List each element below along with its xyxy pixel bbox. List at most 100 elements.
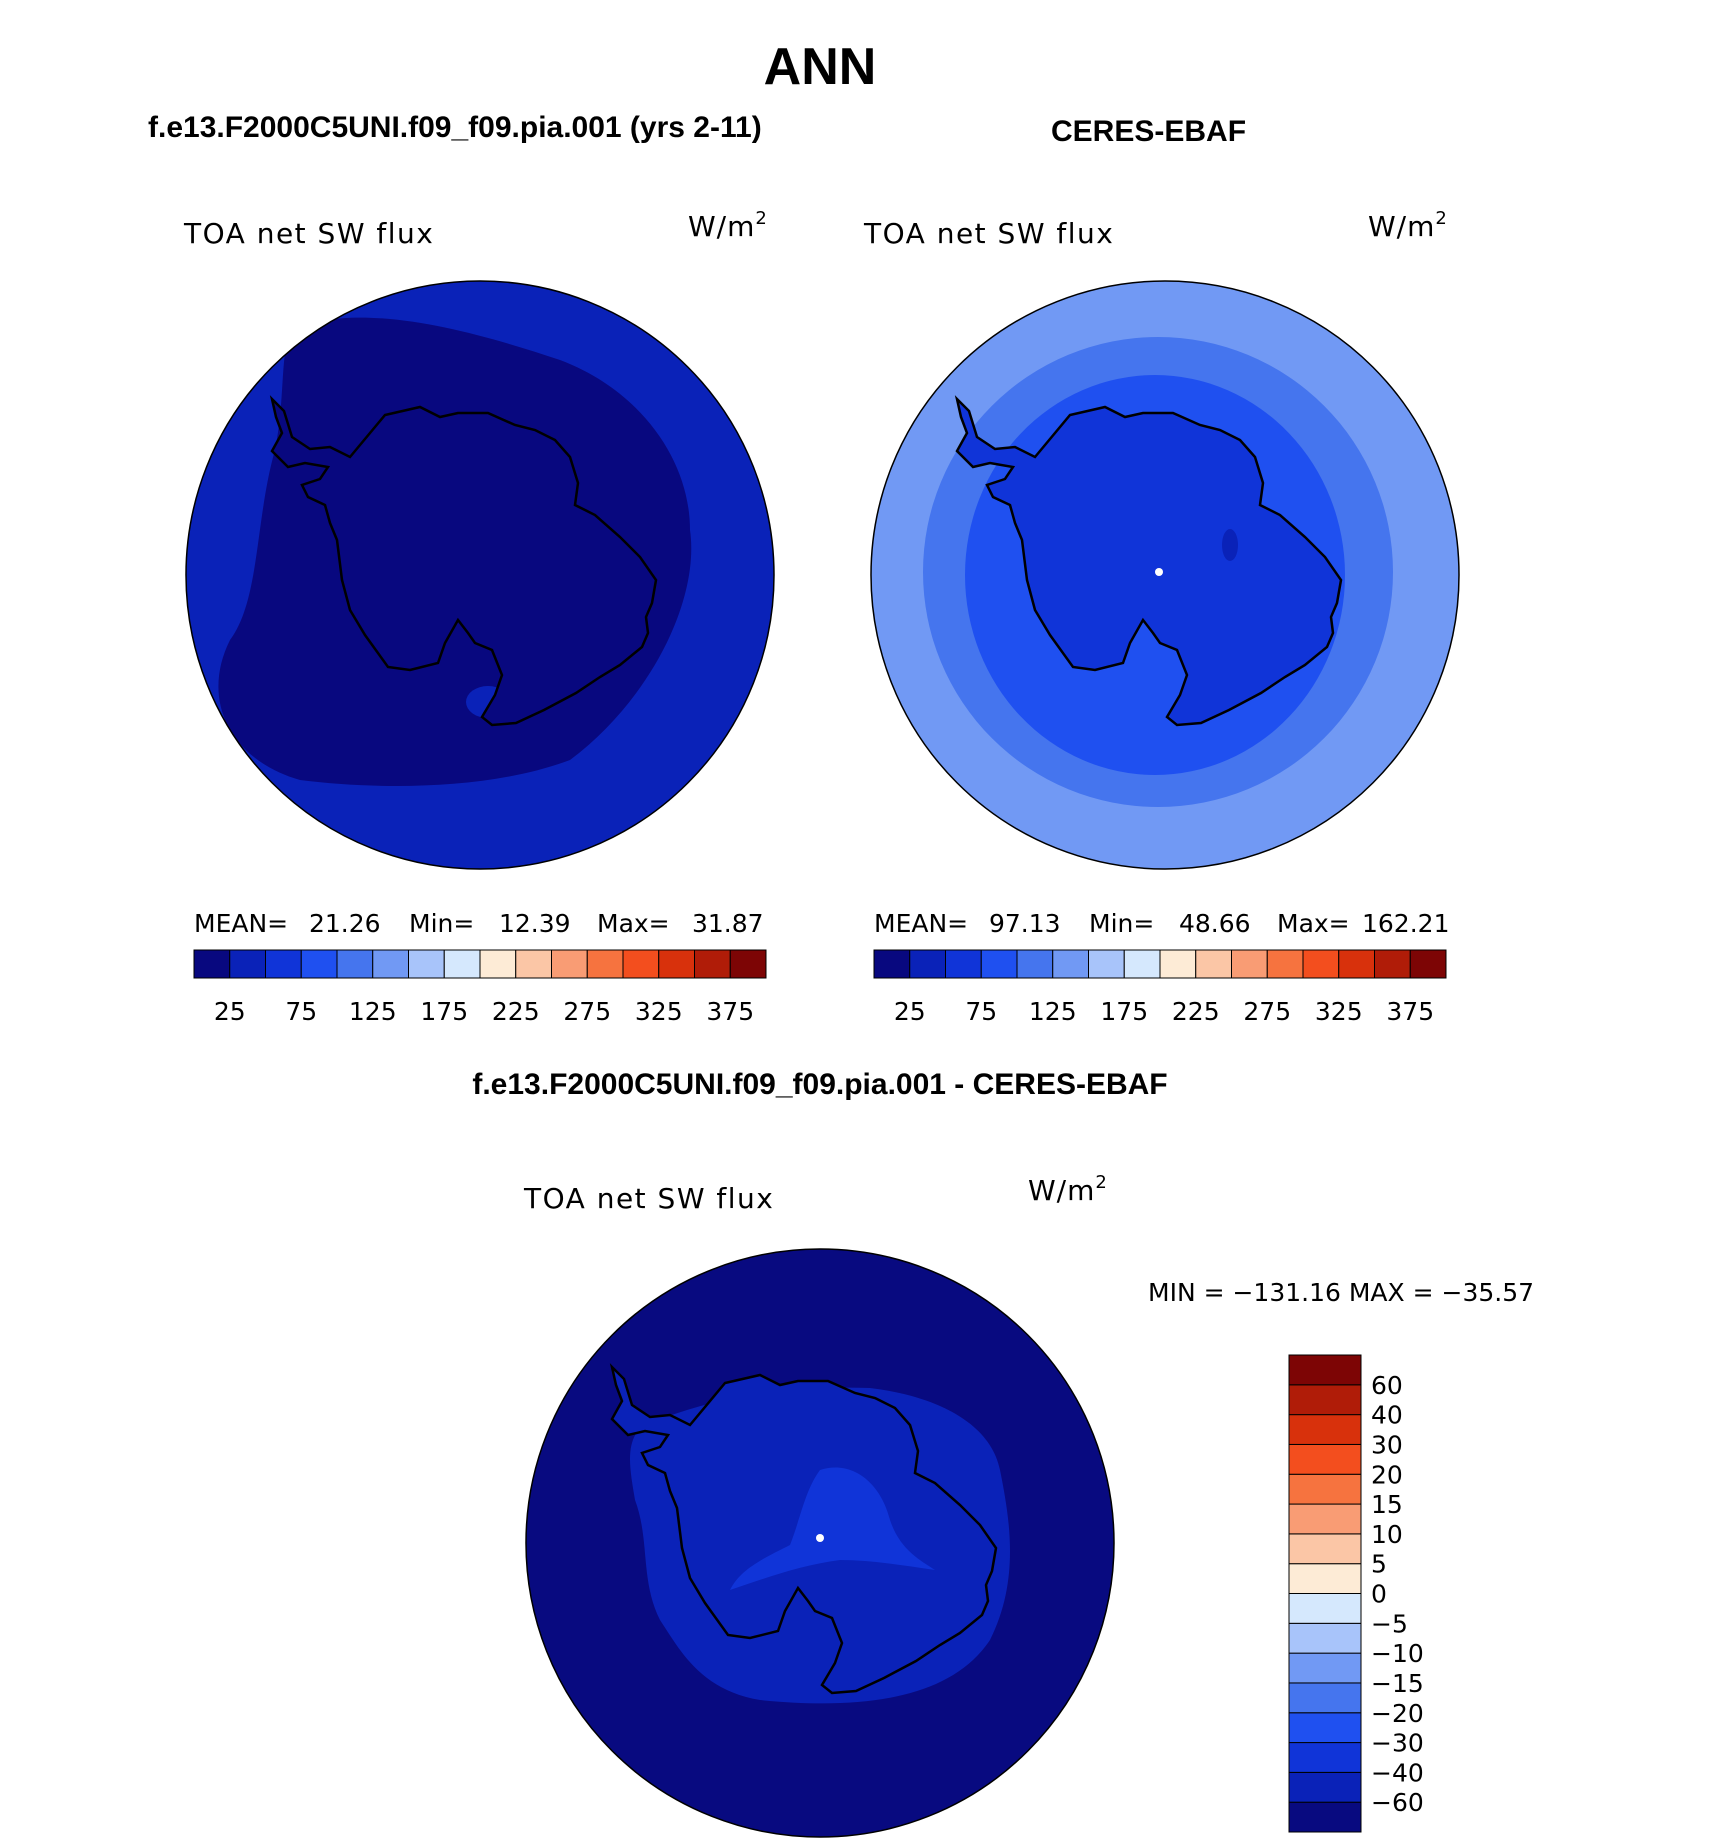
colorbar-swatch <box>372 949 409 979</box>
colorbar-tick-label: 30 <box>1371 1430 1403 1459</box>
colorbar-swatch <box>1288 1771 1362 1803</box>
colorbar-swatch <box>1159 949 1197 979</box>
panel1-max-label: Max= <box>597 909 670 938</box>
colorbar-tick-label: 0 <box>1371 1580 1387 1609</box>
panel2-map <box>871 281 1459 869</box>
panel2-max-value: 162.21 <box>1362 909 1449 938</box>
panel2-max-label: Max= <box>1277 909 1350 938</box>
colorbar-tick-label: 60 <box>1371 1371 1403 1400</box>
colorbar-swatch <box>1288 1533 1362 1565</box>
panel1: TOA net SW flux W/m2 MEAN= 21.26 Min= 12… <box>183 208 775 1026</box>
colorbar-tick-label: 125 <box>349 997 397 1026</box>
colorbar-swatch <box>1288 1712 1362 1744</box>
panel1-max-value: 31.87 <box>692 909 764 938</box>
colorbar-swatch <box>1088 949 1125 979</box>
colorbar-tick-label: 25 <box>214 997 246 1026</box>
panel1-stats: MEAN= 21.26 Min= 12.39 Max= 31.87 <box>194 909 764 938</box>
colorbar-swatch <box>1288 1443 1362 1475</box>
colorbar-tick-label: −5 <box>1371 1609 1408 1638</box>
panel1-mean-value: 21.26 <box>309 909 381 938</box>
colorbar-swatch <box>980 949 1018 979</box>
panel2-map-outline <box>870 280 1460 870</box>
colorbar-swatch <box>873 949 911 979</box>
colorbar-swatch <box>1266 949 1304 979</box>
colorbar-swatch <box>1374 949 1411 979</box>
colorbar-swatch <box>586 949 624 979</box>
colorbar-swatch <box>1409 949 1447 979</box>
colorbar-swatch <box>229 949 266 979</box>
colorbar-swatch <box>1288 1384 1362 1416</box>
panel1-map <box>186 281 774 869</box>
colorbar-swatch <box>694 949 731 979</box>
colorbar-swatch <box>1288 1503 1362 1535</box>
colorbar-tick-label: 20 <box>1371 1460 1403 1489</box>
colorbar-tick-label: 5 <box>1371 1550 1387 1579</box>
colorbar-tick-label: 10 <box>1371 1520 1403 1549</box>
colorbar-swatch <box>1288 1622 1362 1654</box>
colorbar-swatch <box>1288 1473 1362 1505</box>
panel2-min-label: Min= <box>1089 909 1154 938</box>
panel3: TOA net SW flux W/m2 MIN = −131.16 MAX =… <box>523 1172 1534 1838</box>
panel3-map-outline <box>525 1248 1115 1838</box>
colorbar-tick-label: 15 <box>1371 1490 1403 1519</box>
colorbar-tick-label: −60 <box>1371 1788 1424 1817</box>
panel1-min-label: Min= <box>409 909 474 938</box>
colorbar-swatch <box>945 949 982 979</box>
colorbar-swatch <box>300 949 338 979</box>
colorbar-swatch <box>1288 1801 1362 1833</box>
colorbar-swatch <box>515 949 552 979</box>
colorbar-tick-label: 225 <box>1172 997 1220 1026</box>
colorbar-swatch <box>1231 949 1268 979</box>
colorbar-tick-label: 375 <box>1386 997 1434 1026</box>
colorbar-swatch <box>1288 1652 1362 1684</box>
colorbar-swatch <box>1052 949 1089 979</box>
colorbar-tick-label: 225 <box>492 997 540 1026</box>
diff-title: f.e13.F2000C5UNI.f09_f09.pia.001 - CERES… <box>472 1068 1167 1101</box>
colorbar-swatch <box>265 949 302 979</box>
colorbar-swatch <box>1288 1593 1362 1624</box>
colorbar-tick-label: 325 <box>1315 997 1363 1026</box>
figure-title: ANN <box>764 38 877 96</box>
colorbar-swatch <box>729 949 767 979</box>
colorbar-swatch <box>1302 949 1340 979</box>
colorbar-tick-label: 25 <box>894 997 926 1026</box>
colorbar-swatch <box>658 949 695 979</box>
panel2-units-label: W/m2 <box>1368 208 1448 243</box>
colorbar-tick-label: 75 <box>285 997 317 1026</box>
panel1-variable-label: TOA net SW flux <box>183 217 434 250</box>
colorbar-swatch <box>1288 1414 1362 1445</box>
panel3-interior-patch <box>730 1467 935 1590</box>
colorbar-tick-label: −40 <box>1371 1758 1424 1787</box>
colorbar-tick-label: 125 <box>1029 997 1077 1026</box>
panel1-units-label: W/m2 <box>688 208 768 243</box>
colorbar-swatch <box>1288 1682 1362 1714</box>
colorbar-tick-label: 75 <box>965 997 997 1026</box>
colorbar-swatch <box>909 949 946 979</box>
colorbar-tick-label: 275 <box>1243 997 1291 1026</box>
colorbar-swatch <box>1288 1563 1362 1594</box>
colorbar-tick-label: −10 <box>1371 1639 1424 1668</box>
colorbar-tick-label: −20 <box>1371 1699 1424 1728</box>
panel3-map <box>526 1249 1114 1837</box>
colorbar-swatch <box>336 949 374 979</box>
colorbar-swatch <box>1016 949 1054 979</box>
panel3-variable-label: TOA net SW flux <box>523 1182 774 1215</box>
colorbar-swatch <box>1288 1354 1362 1386</box>
colorbar-swatch <box>193 949 231 979</box>
panel2-min-value: 48.66 <box>1179 909 1251 938</box>
panel1-colorbar: 25 75 125 175 225 275 325 375 <box>193 949 767 1026</box>
colorbar-tick-label: 375 <box>706 997 754 1026</box>
panel2-interior-patch <box>1222 529 1238 561</box>
colorbar-tick-label: 175 <box>1100 997 1148 1026</box>
panel3-units-label: W/m2 <box>1028 1172 1108 1207</box>
panel2-pole-dot <box>1155 568 1163 576</box>
colorbar-swatch <box>408 949 445 979</box>
panel2: TOA net SW flux W/m2 MEAN= 97.13 Min= 48… <box>863 208 1460 1026</box>
panel1-mean-label: MEAN= <box>194 909 288 938</box>
panel1-title: f.e13.F2000C5UNI.f09_f09.pia.001 (yrs 2-… <box>148 111 762 144</box>
colorbar-tick-label: −15 <box>1371 1669 1424 1698</box>
panel1-min-value: 12.39 <box>499 909 571 938</box>
colorbar-swatch <box>622 949 660 979</box>
